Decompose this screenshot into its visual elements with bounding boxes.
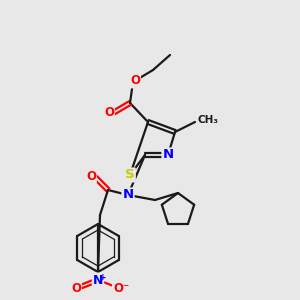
Text: N: N bbox=[93, 274, 103, 286]
Text: O: O bbox=[104, 106, 114, 119]
Text: O: O bbox=[71, 281, 81, 295]
Text: CH₃: CH₃ bbox=[198, 115, 219, 125]
Text: +: + bbox=[99, 272, 107, 281]
Text: O: O bbox=[130, 74, 140, 88]
Text: O: O bbox=[86, 170, 96, 184]
Text: O⁻: O⁻ bbox=[113, 281, 129, 295]
Text: N: N bbox=[162, 148, 174, 161]
Text: S: S bbox=[125, 169, 135, 182]
Text: N: N bbox=[122, 188, 134, 202]
